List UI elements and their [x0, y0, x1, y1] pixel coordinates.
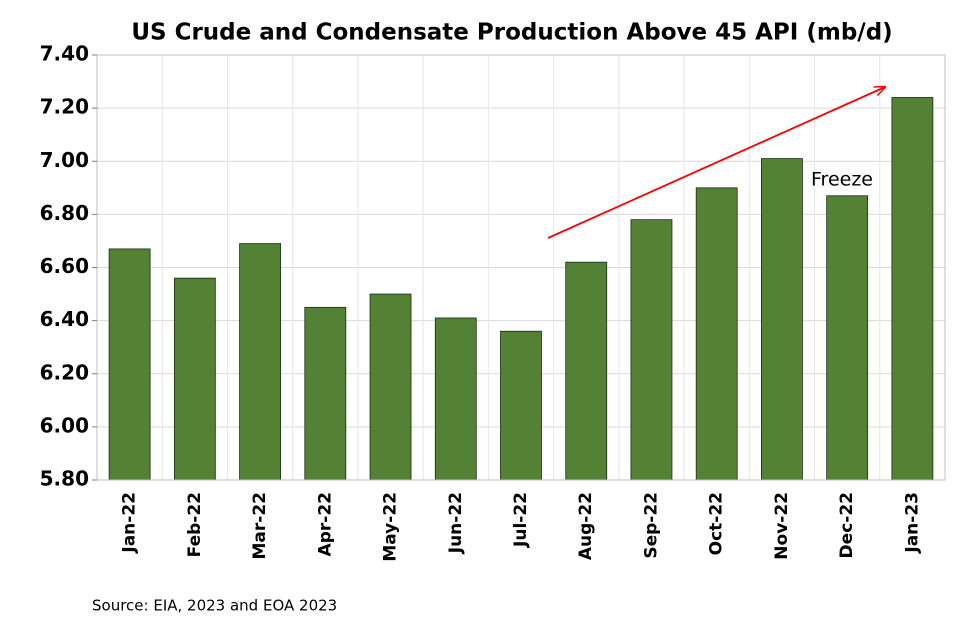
- x-tick-label: Sep-22: [641, 492, 661, 559]
- bar: [173, 277, 216, 481]
- bar: [565, 261, 608, 481]
- bars: [108, 97, 934, 481]
- x-tick-label: Mar-22: [250, 492, 270, 560]
- y-tick-label: 6.80: [40, 201, 89, 225]
- x-tick-label: Jan-22: [120, 492, 140, 554]
- bar: [500, 330, 542, 481]
- x-tick-label: Apr-22: [315, 492, 335, 556]
- x-tick-label: Nov-22: [772, 492, 792, 560]
- x-tick-label: Oct-22: [707, 492, 727, 555]
- x-tick-label: Jul-22: [511, 492, 531, 548]
- y-tick-label: 7.20: [40, 95, 89, 119]
- x-tick-label: Dec-22: [837, 492, 857, 558]
- grid: [97, 54, 945, 481]
- bar: [434, 317, 477, 481]
- x-tick-label: Aug-22: [576, 492, 596, 560]
- y-tick-label: 7.00: [40, 148, 89, 172]
- bar: [761, 158, 803, 481]
- y-tick-label: 6.40: [40, 307, 89, 331]
- x-tick-label: Jan-23: [902, 492, 922, 554]
- bar: [630, 219, 673, 481]
- bar: [239, 243, 281, 481]
- bar: [108, 248, 151, 481]
- y-tick-label: 5.80: [40, 467, 89, 491]
- bar: [369, 293, 412, 481]
- bar: [695, 187, 738, 481]
- x-tick-label: May-22: [381, 492, 401, 562]
- annotation: Freeze: [811, 169, 873, 191]
- source-note: Source: EIA, 2023 and EOA 2023: [92, 597, 337, 615]
- y-tick-label: 6.00: [40, 413, 89, 437]
- bar: [826, 195, 869, 481]
- y-tick-label: 6.20: [40, 360, 89, 384]
- bar: [304, 306, 347, 481]
- bar: [891, 97, 934, 481]
- trend-arrow: [547, 87, 885, 239]
- x-tick-label: Feb-22: [185, 492, 205, 557]
- y-tick-label: 7.40: [40, 42, 89, 66]
- y-tick-label: 6.60: [40, 254, 89, 278]
- chart-title: US Crude and Condensate Production Above…: [131, 20, 892, 46]
- x-tick-label: Jun-22: [446, 492, 466, 554]
